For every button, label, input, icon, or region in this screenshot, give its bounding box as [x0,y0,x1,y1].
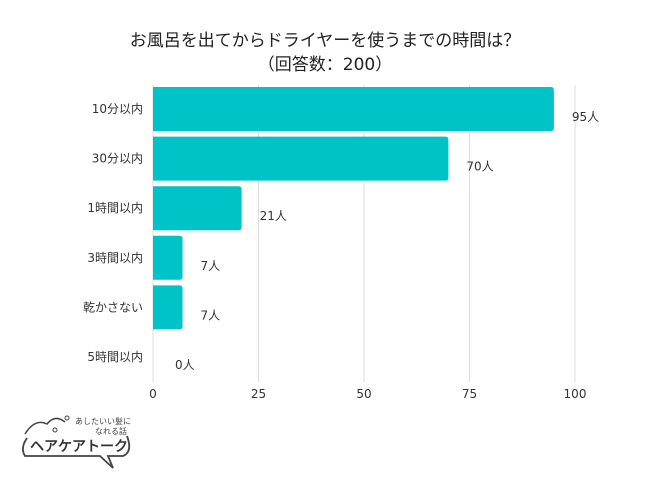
category-label: 3時間以内 [87,251,143,265]
category-label: 1時間以内 [87,201,143,215]
logo-tagline-2: なれる話 [95,426,127,436]
value-label: 7人 [201,259,221,273]
value-label: 0人 [175,358,195,372]
chart-subtitle: （回答数：200） [257,55,393,75]
chart-title: お風呂を出てからドライヤーを使うまでの時間は？ [129,31,521,51]
category-label: 30分以内 [92,152,143,166]
logo-name: ヘアケアトーク [30,439,128,455]
x-tick-label: 0 [149,387,157,401]
logo-tagline-1: あしたいい髪に [75,416,131,426]
value-label: 21人 [260,209,287,223]
bar [153,136,449,181]
bar [153,285,183,330]
logo: あしたいい髪に なれる話 ヘアケアトーク [22,415,131,469]
category-label: 5時間以内 [87,350,143,364]
value-label: 95人 [572,110,599,124]
value-label: 70人 [466,160,493,174]
category-label: 10分以内 [92,102,143,116]
value-label: 7人 [201,308,221,322]
x-tick-label: 75 [462,387,477,401]
x-tick-label: 50 [356,387,371,401]
x-tick-label: 100 [564,387,587,401]
bar [153,87,554,131]
category-label: 乾かさない [83,300,143,314]
bar [153,186,242,231]
bar [153,235,183,280]
x-tick-label: 25 [251,387,266,401]
